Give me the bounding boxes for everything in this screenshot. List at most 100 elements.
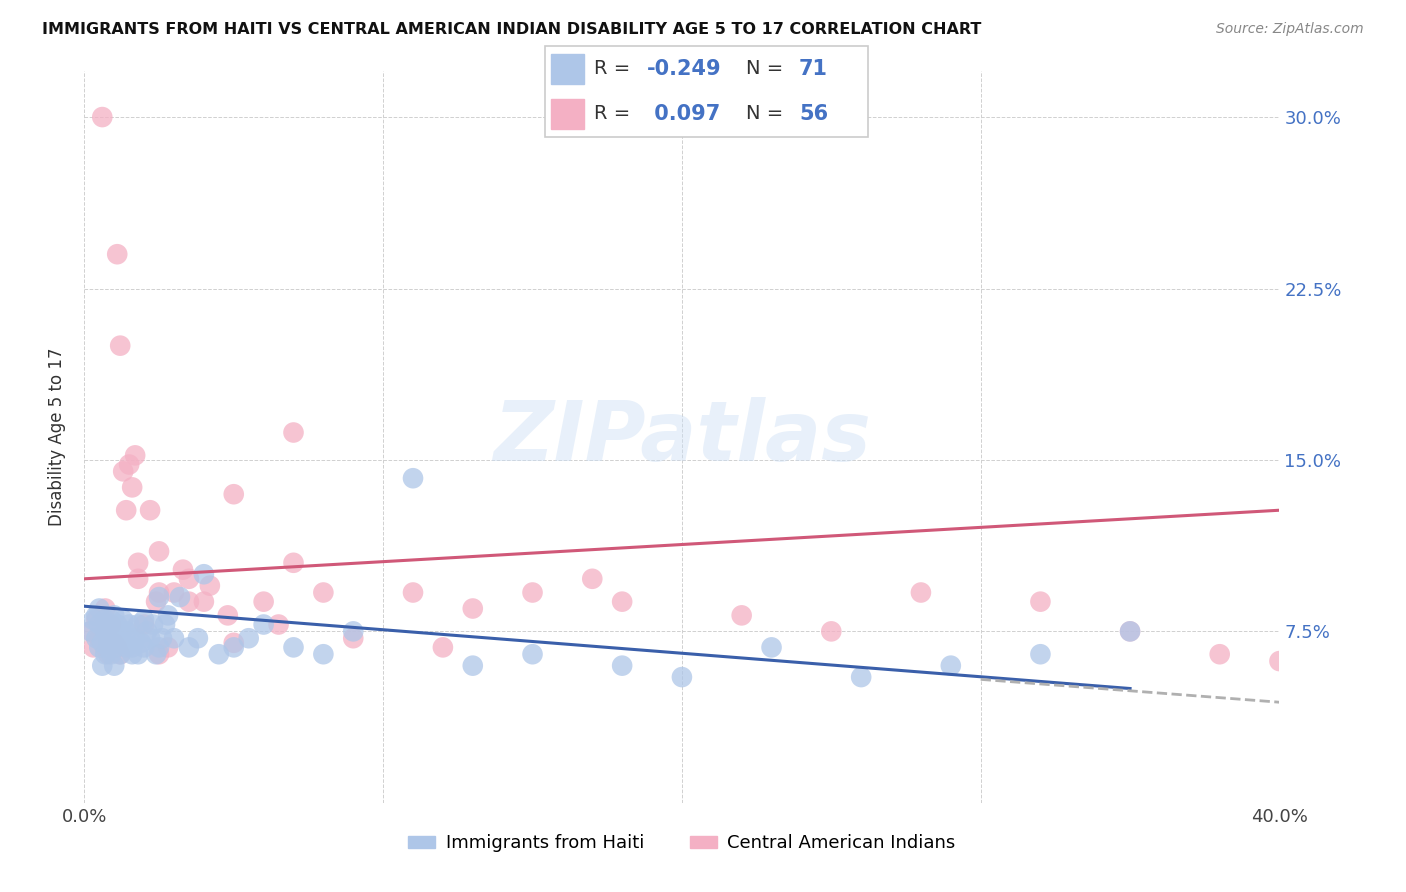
Text: 0.097: 0.097 xyxy=(647,103,720,124)
Point xyxy=(94,601,117,615)
Y-axis label: Disability Age 5 to 17: Disability Age 5 to 17 xyxy=(48,348,66,526)
Point xyxy=(110,647,132,661)
Legend: Immigrants from Haiti, Central American Indians: Immigrants from Haiti, Central American … xyxy=(401,827,963,860)
Point xyxy=(82,613,104,627)
Point xyxy=(612,595,634,609)
Point xyxy=(177,595,200,609)
Point xyxy=(267,617,290,632)
Point xyxy=(118,617,141,632)
Point xyxy=(222,487,245,501)
Point xyxy=(94,624,117,639)
Point xyxy=(97,640,120,655)
Point xyxy=(193,567,215,582)
Point xyxy=(132,617,156,632)
Point xyxy=(100,636,122,650)
Point xyxy=(432,640,454,655)
Point xyxy=(136,624,159,639)
Point xyxy=(112,636,135,650)
Point xyxy=(761,640,783,655)
Point xyxy=(105,617,128,632)
Point xyxy=(157,608,180,623)
Point xyxy=(124,449,146,463)
Point xyxy=(100,617,122,632)
Point xyxy=(118,632,141,646)
Point xyxy=(121,480,143,494)
Point xyxy=(86,608,108,623)
Point xyxy=(97,617,120,632)
Point xyxy=(1268,654,1291,668)
Point xyxy=(342,624,364,639)
Point xyxy=(177,640,200,655)
Point xyxy=(110,338,132,352)
Point xyxy=(89,617,111,632)
Point xyxy=(127,572,149,586)
Point xyxy=(142,617,165,632)
Point xyxy=(198,579,221,593)
Point xyxy=(222,636,245,650)
Text: ZIPatlas: ZIPatlas xyxy=(494,397,870,477)
Point xyxy=(148,590,170,604)
Point xyxy=(148,544,170,558)
Point xyxy=(124,632,146,646)
Point xyxy=(105,640,128,655)
Point xyxy=(86,613,108,627)
Point xyxy=(820,624,842,639)
Point xyxy=(1209,647,1232,661)
Point xyxy=(94,613,117,627)
Point xyxy=(169,590,191,604)
Point xyxy=(121,640,143,655)
Point xyxy=(1119,624,1142,639)
Point xyxy=(127,647,149,661)
Point xyxy=(121,647,143,661)
Point xyxy=(139,503,162,517)
Point xyxy=(103,658,125,673)
Point xyxy=(97,647,120,661)
Point xyxy=(145,595,167,609)
Point xyxy=(253,617,276,632)
Bar xyxy=(551,99,585,129)
Point xyxy=(79,624,101,639)
Point xyxy=(89,601,111,615)
Text: N =: N = xyxy=(747,104,790,123)
Point xyxy=(1029,647,1052,661)
Text: 71: 71 xyxy=(799,59,828,79)
Point xyxy=(103,608,125,623)
Point xyxy=(187,632,209,646)
Point xyxy=(222,640,245,655)
Point xyxy=(110,647,132,661)
Point xyxy=(115,640,138,655)
Point xyxy=(581,572,603,586)
Text: R =: R = xyxy=(595,104,637,123)
Point xyxy=(115,624,138,639)
Point xyxy=(238,632,260,646)
Point xyxy=(105,632,128,646)
Point xyxy=(851,670,873,684)
Point xyxy=(82,640,104,655)
Point xyxy=(89,640,111,655)
Point xyxy=(139,632,162,646)
Point xyxy=(1119,624,1142,639)
Text: R =: R = xyxy=(595,60,637,78)
Point xyxy=(103,624,125,639)
Point xyxy=(91,110,114,124)
Point xyxy=(148,647,170,661)
Point xyxy=(110,624,132,639)
Point xyxy=(91,636,114,650)
Point xyxy=(103,640,125,655)
Bar xyxy=(551,54,585,84)
Point xyxy=(172,563,194,577)
Text: -0.249: -0.249 xyxy=(647,59,721,79)
Point xyxy=(163,585,186,599)
Point xyxy=(612,658,634,673)
Point xyxy=(132,640,156,655)
Point xyxy=(150,632,173,646)
Text: 56: 56 xyxy=(799,103,828,124)
FancyBboxPatch shape xyxy=(544,45,869,137)
Point xyxy=(402,471,425,485)
Point xyxy=(312,585,335,599)
Point xyxy=(127,617,149,632)
Point xyxy=(153,617,176,632)
Point xyxy=(118,458,141,472)
Point xyxy=(177,572,200,586)
Point xyxy=(253,595,276,609)
